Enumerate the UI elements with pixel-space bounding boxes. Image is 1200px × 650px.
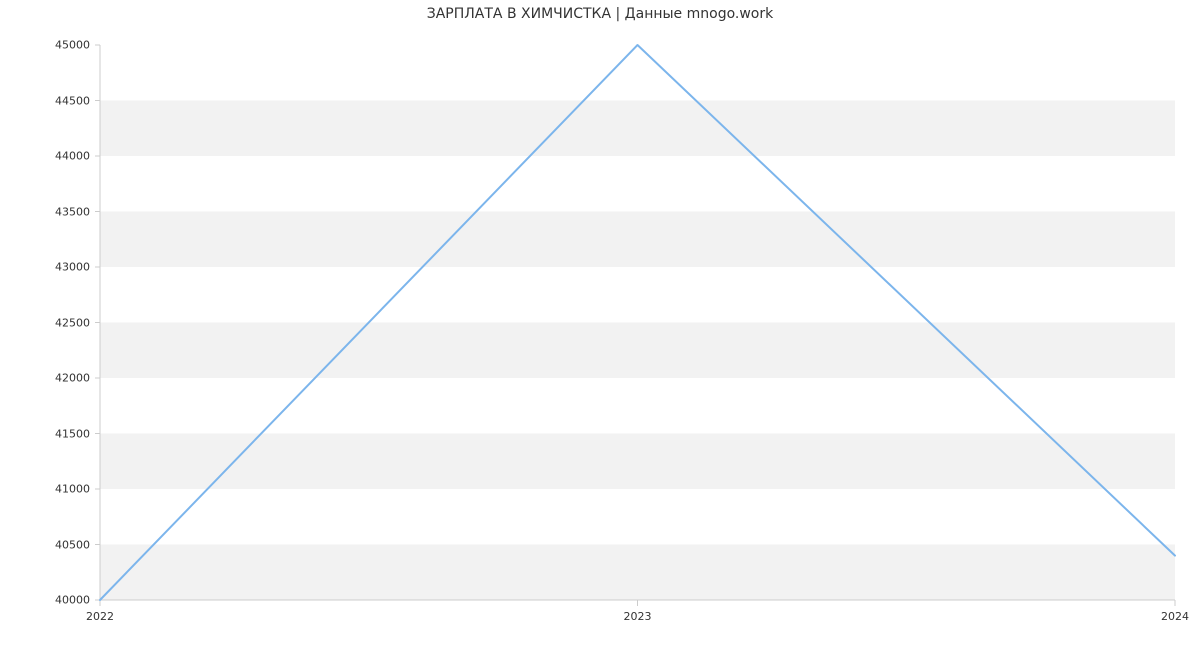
- y-axis-tick-label: 40500: [40, 538, 90, 551]
- x-axis-tick-label: 2022: [86, 610, 114, 623]
- y-axis-tick-label: 44000: [40, 150, 90, 163]
- y-axis-tick-label: 42500: [40, 316, 90, 329]
- y-axis-tick-label: 44500: [40, 94, 90, 107]
- y-axis-tick-label: 43500: [40, 205, 90, 218]
- y-axis-tick-label: 42000: [40, 372, 90, 385]
- y-axis-tick-label: 40000: [40, 594, 90, 607]
- x-axis-tick-label: 2024: [1161, 610, 1189, 623]
- y-axis-tick-label: 45000: [40, 39, 90, 52]
- y-axis-tick-label: 41500: [40, 427, 90, 440]
- y-axis-tick-label: 41000: [40, 483, 90, 496]
- x-axis-tick-label: 2023: [624, 610, 652, 623]
- y-axis-tick-label: 43000: [40, 261, 90, 274]
- line-chart: [0, 0, 1200, 650]
